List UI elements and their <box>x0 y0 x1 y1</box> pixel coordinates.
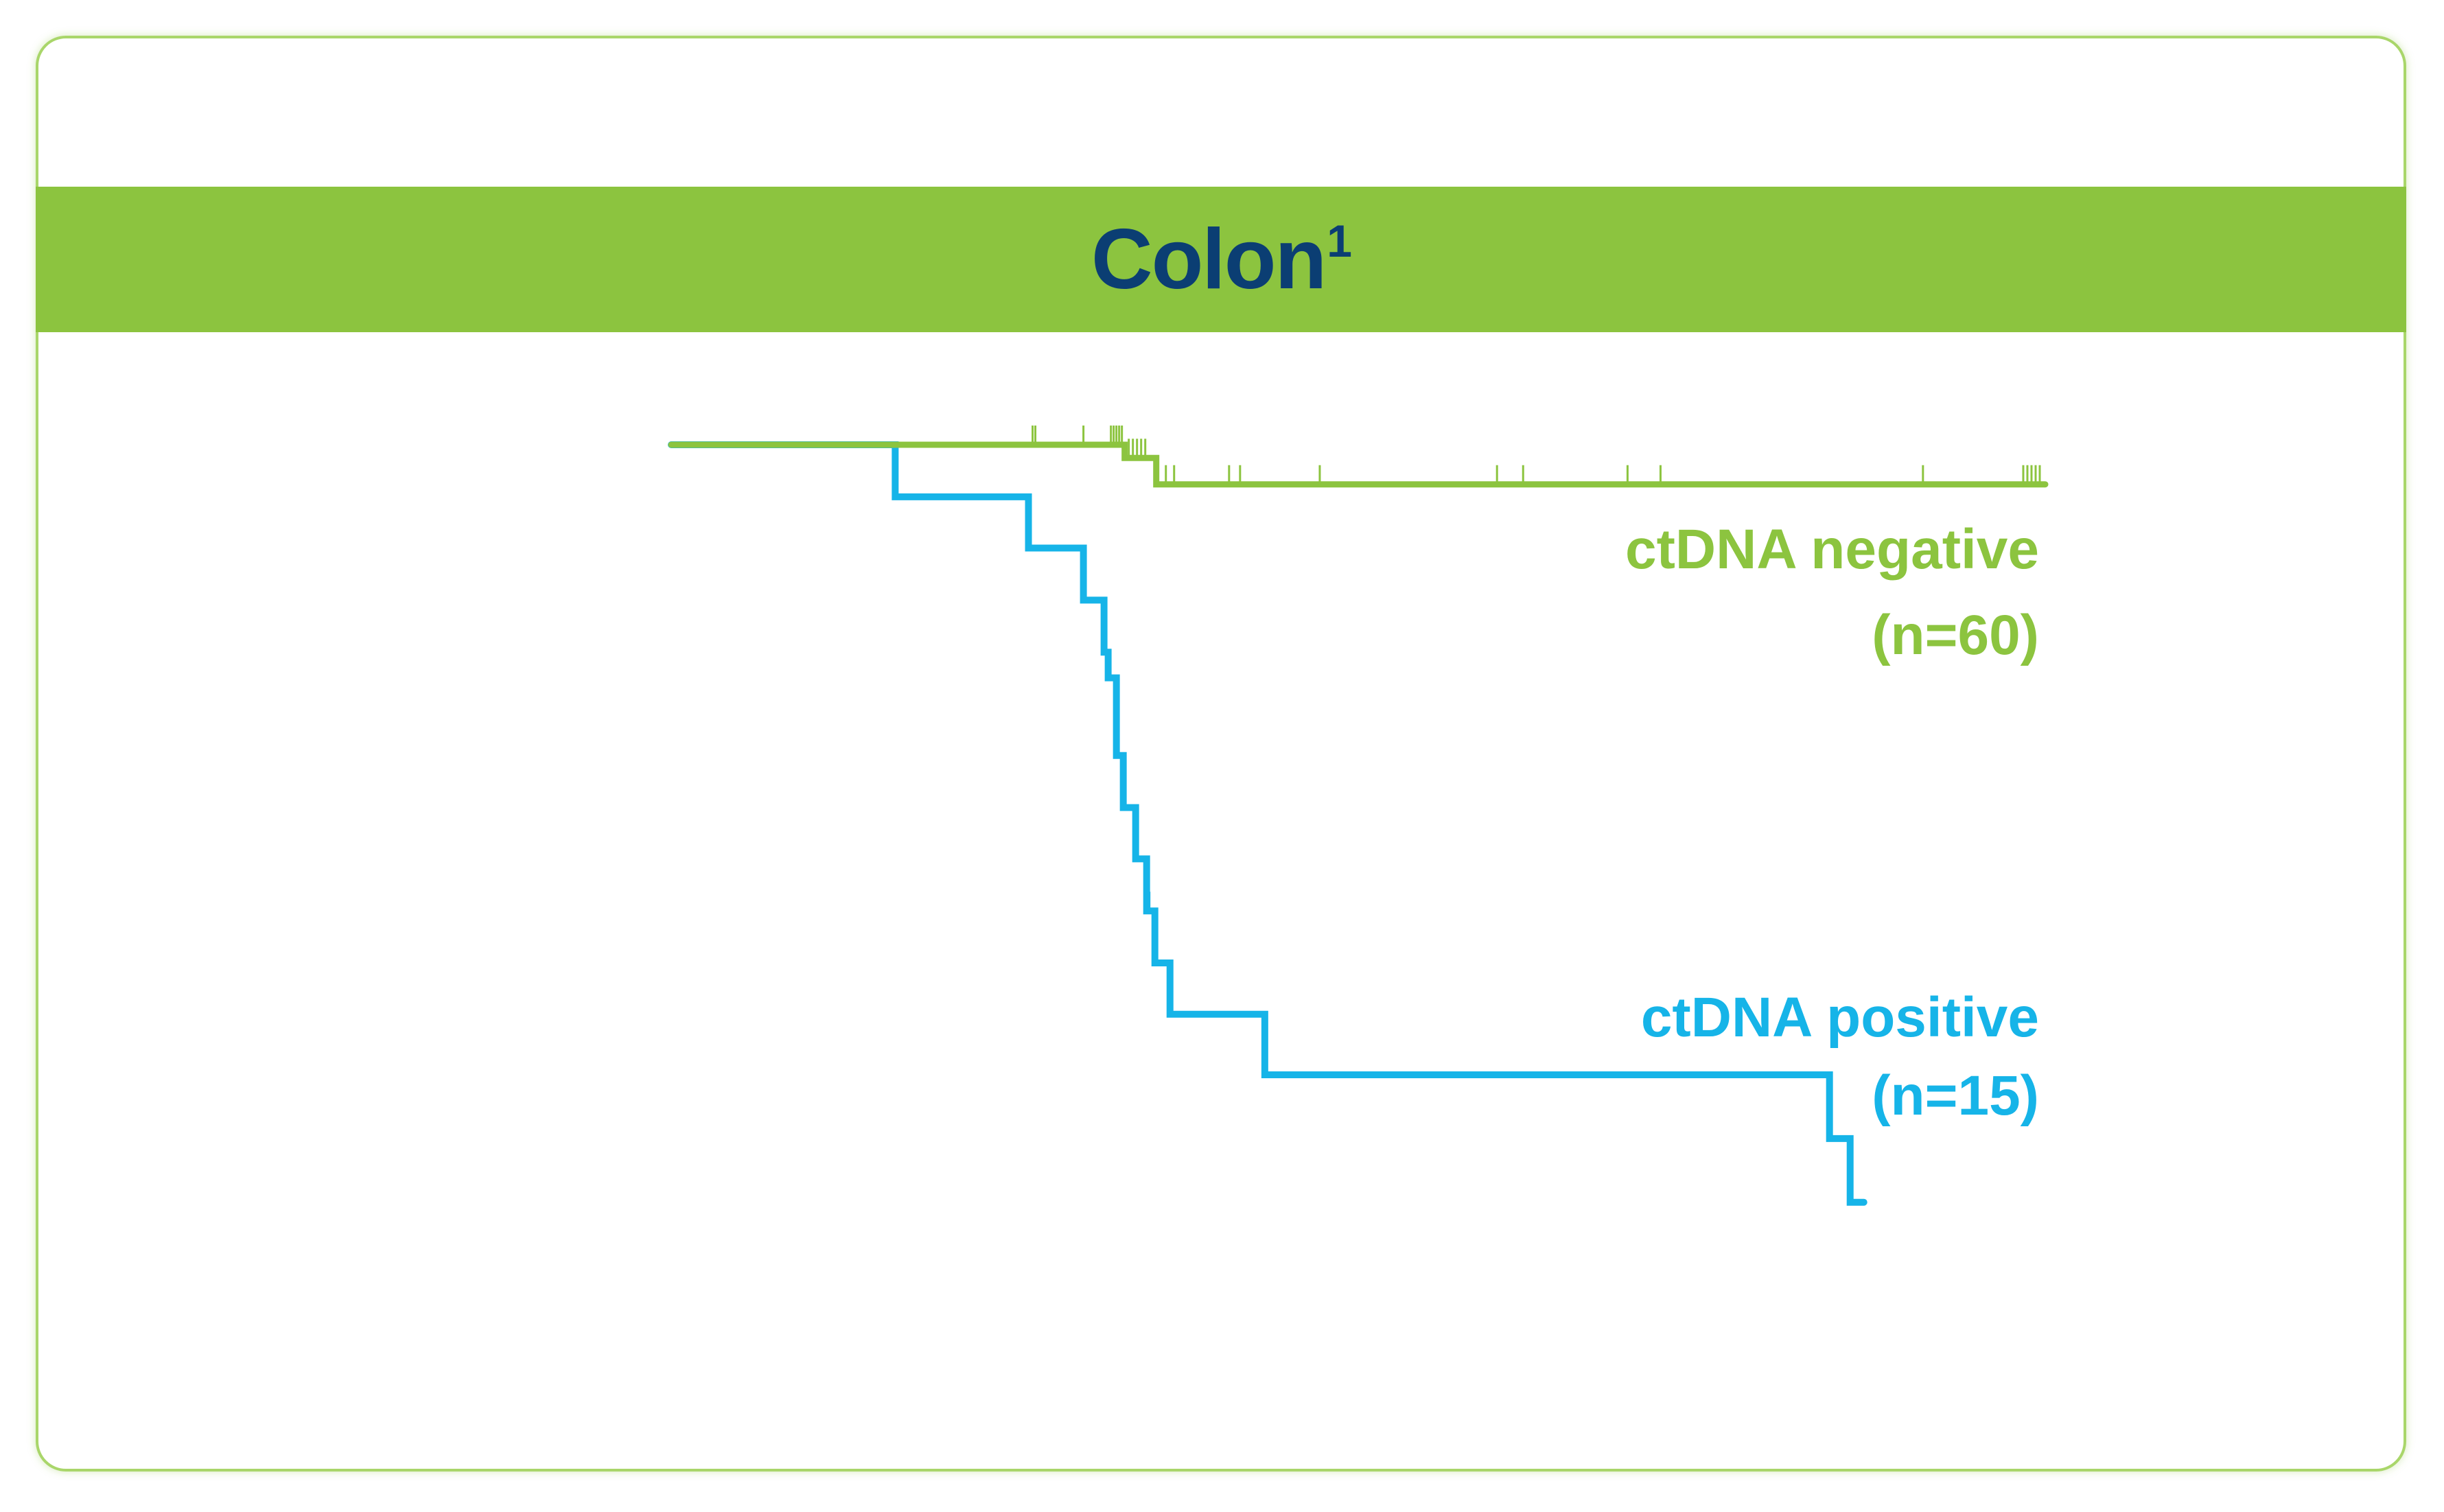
legend-positive-label: ctDNA positive <box>1640 986 2039 1049</box>
ctdna-positive-curve <box>668 441 1867 1206</box>
legend-positive-count: (n=15) <box>1872 1065 2039 1127</box>
ctdna-negative-curve <box>668 441 2049 488</box>
legend-negative-label: ctDNA negative <box>1625 518 2039 581</box>
title-footnote-marker: 1 <box>1327 216 1352 266</box>
title-band: Colon1 <box>36 187 2406 332</box>
legend-negative-count: (n=60) <box>1872 604 2039 666</box>
chart-title: Colon1 <box>1091 212 1352 307</box>
